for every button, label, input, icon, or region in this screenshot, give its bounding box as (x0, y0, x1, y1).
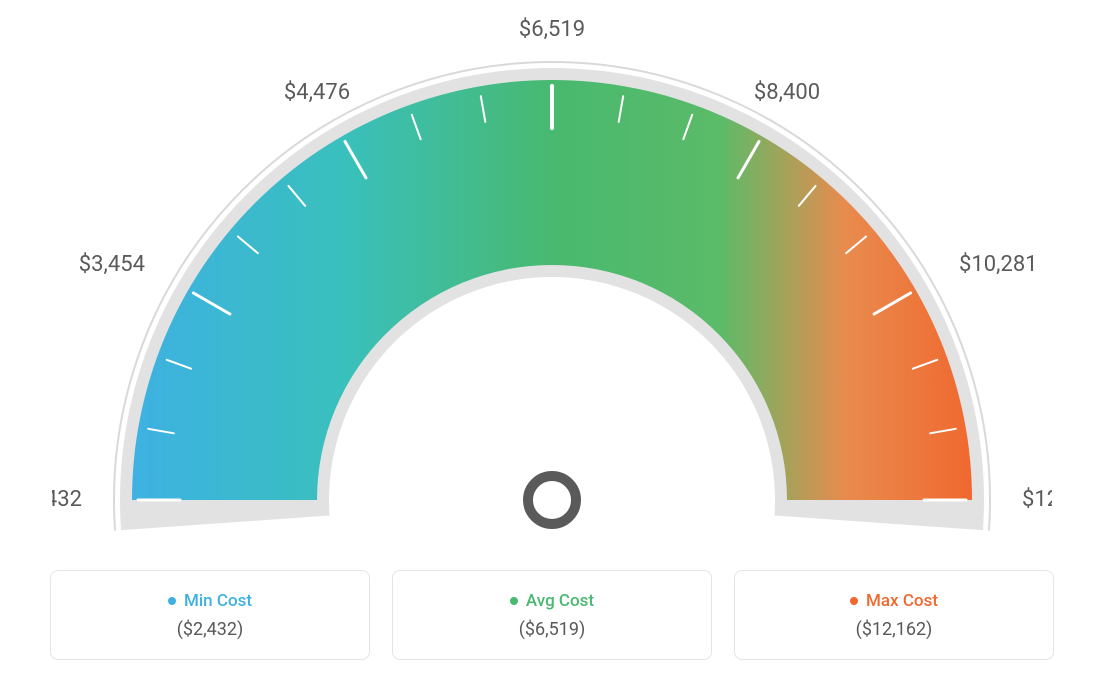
cost-gauge: $2,432 $3,454 $4,476 $6,519 $8,400 $10,281 $12… (52, 10, 1052, 550)
dot-icon (510, 597, 518, 605)
min-cost-value: ($2,432) (177, 619, 244, 640)
gauge-tick-label: $2,432 (52, 487, 82, 512)
gauge-tick-label: $12,162 (1022, 487, 1052, 512)
gauge-tick-label: $6,519 (519, 17, 585, 42)
gauge-tick-label: $10,281 (959, 252, 1038, 277)
min-cost-card: Min Cost ($2,432) (50, 570, 370, 660)
gauge-tick-label: $8,400 (754, 80, 820, 105)
max-cost-label: Max Cost (866, 591, 938, 611)
min-cost-label: Min Cost (184, 591, 252, 611)
avg-cost-card: Avg Cost ($6,519) (392, 570, 712, 660)
dot-icon (168, 597, 176, 605)
gauge-tick-label: $3,454 (79, 252, 145, 277)
gauge-tick-label: $4,476 (284, 80, 350, 105)
max-cost-card: Max Cost ($12,162) (734, 570, 1054, 660)
avg-cost-value: ($6,519) (519, 619, 586, 640)
max-cost-value: ($12,162) (856, 619, 933, 640)
dot-icon (850, 597, 858, 605)
avg-cost-label: Avg Cost (526, 591, 594, 611)
card-row: Min Cost ($2,432) Avg Cost ($6,519) Max … (50, 570, 1054, 660)
